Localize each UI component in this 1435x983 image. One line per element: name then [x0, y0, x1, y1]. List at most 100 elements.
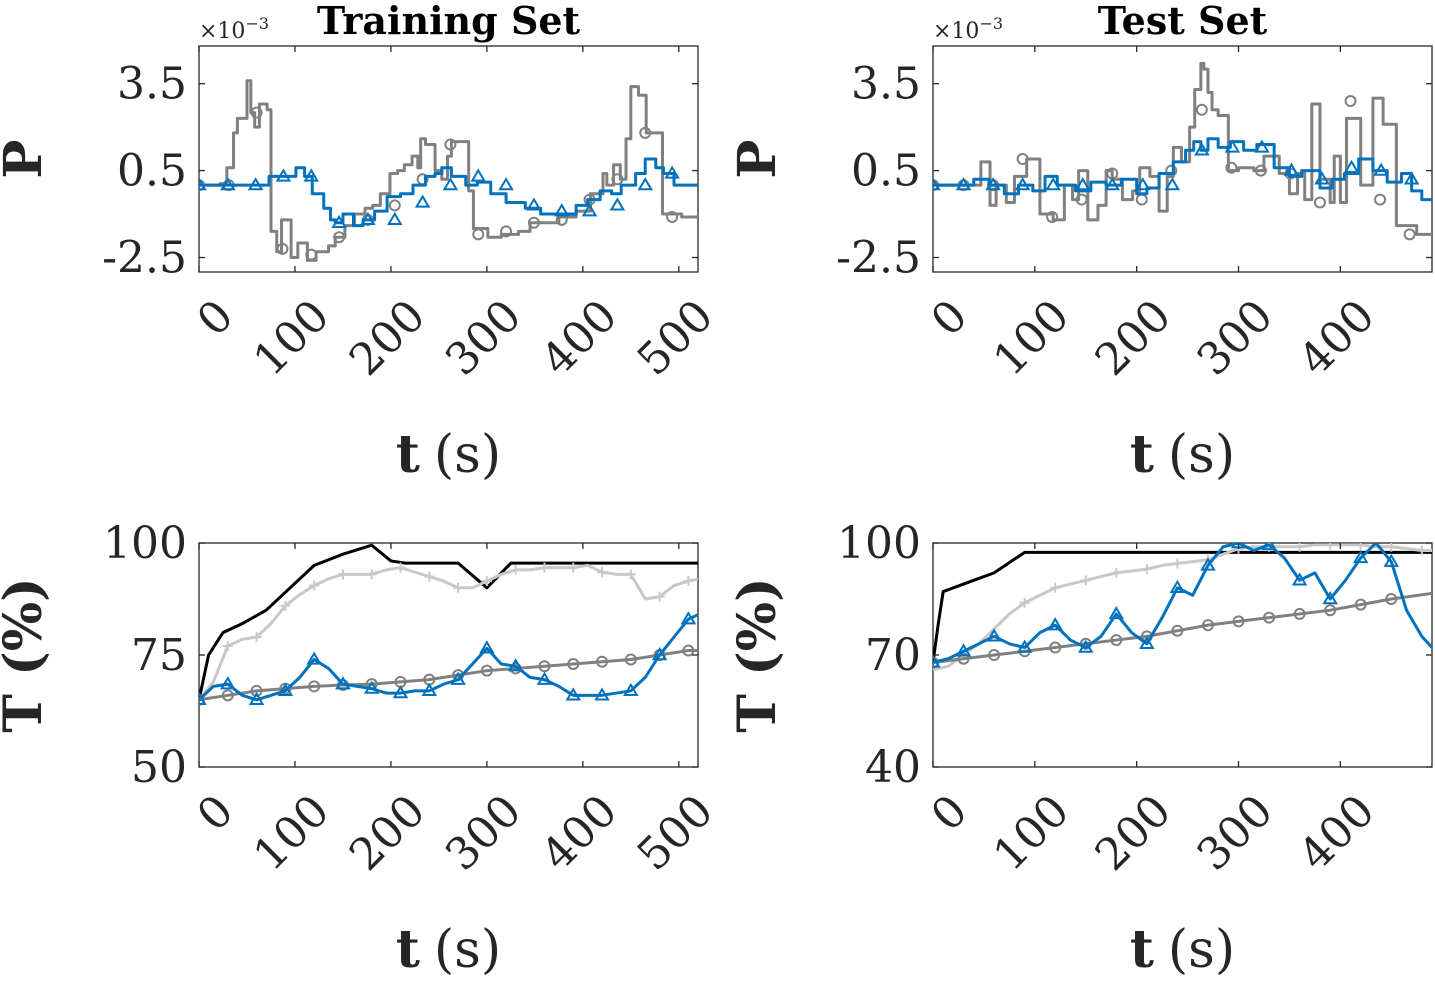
data-point-circle [1016, 153, 1029, 165]
data-point-triangle [306, 651, 322, 665]
data-point-triangle [1074, 177, 1091, 191]
data-point-circle [250, 106, 263, 119]
data-point-circle [611, 173, 624, 186]
x-tick-label: 200 [340, 785, 435, 880]
chart-p-test: 3.5 0.5 -2.50 100 200 300 400 t (s) P Test Set ×10−… [727, 0, 1433, 485]
data-point-circle [1254, 164, 1267, 177]
x-tick-label: 0 [188, 290, 244, 346]
data-point-circle [1344, 95, 1357, 108]
x-tick-label: 300 [436, 785, 531, 880]
series-line-lightgray [933, 543, 1432, 672]
x-axis-label: t (s) [1130, 919, 1235, 980]
y-tick-label: 0.5 [117, 146, 187, 197]
data-point-triangle [1383, 553, 1400, 567]
data-point-circle [388, 199, 401, 212]
y-tick-label: 75 [131, 630, 187, 681]
data-point-triangle [955, 177, 972, 191]
data-point-triangle [565, 687, 581, 701]
y-exponent-label: ×10−3 [933, 14, 1003, 44]
data-point-triangle [277, 682, 294, 697]
x-tick-label: 500 [628, 290, 723, 385]
y-axis-label: P [0, 139, 54, 178]
x-tick-label: 200 [340, 290, 435, 385]
data-point-plus [309, 580, 320, 591]
x-tick-label: 500 [628, 785, 723, 880]
data-point-triangle [1014, 177, 1031, 191]
data-point-circle [666, 210, 679, 223]
series-line-blue [933, 137, 1432, 202]
data-point-triangle [1291, 572, 1308, 586]
y-tick-label: -2.5 [836, 233, 921, 284]
data-point-circle [308, 680, 321, 693]
data-point-circle [639, 126, 652, 139]
series-group [199, 79, 698, 262]
data-point-circle [957, 652, 970, 665]
data-point-triangle [985, 177, 1001, 191]
data-point-triangle [1108, 605, 1125, 620]
data-point-circle [199, 693, 205, 706]
y-tick-label: 50 [131, 742, 187, 793]
y-axis-label: T (%) [727, 577, 788, 732]
data-point-triangle [392, 685, 409, 699]
y-exponent-base: ×10 [199, 19, 245, 44]
data-point-circle [682, 644, 695, 657]
data-point-triangle [1078, 639, 1094, 653]
series-line-gray [199, 79, 698, 262]
data-point-triangle [1135, 177, 1151, 191]
data-point-circle [624, 653, 637, 666]
x-axis-label-unit: (s) [1168, 425, 1235, 485]
data-point-plus [424, 571, 435, 582]
data-point-triangle [594, 687, 610, 701]
y-tick-label: 70 [865, 630, 921, 681]
data-point-plus [1050, 582, 1061, 593]
data-point-triangle [1343, 159, 1360, 173]
data-point-triangle [199, 691, 207, 705]
x-axis-label: t (s) [396, 424, 501, 485]
data-point-triangle [553, 203, 570, 217]
data-point-triangle [526, 197, 542, 211]
data-point-triangle [498, 177, 514, 191]
data-point-triangle [414, 194, 431, 208]
data-point-plus [453, 582, 464, 593]
data-point-circle [305, 248, 318, 261]
data-point-plus [625, 569, 636, 580]
data-point-circle [1225, 161, 1238, 174]
data-point-triangle [247, 177, 264, 191]
data-point-triangle [1224, 139, 1241, 153]
data-point-triangle [1314, 171, 1330, 185]
data-point-plus [1355, 543, 1366, 550]
data-point-circle [1293, 607, 1306, 620]
y-axis-label: P [727, 139, 788, 178]
data-point-triangle [1047, 617, 1063, 631]
x-tick-label: 300 [1187, 290, 1282, 385]
x-axis-label-symbol: t [1130, 424, 1154, 485]
x-axis-label-symbol: t [396, 424, 420, 485]
data-point-triangle [220, 676, 236, 690]
data-point-triangle [275, 168, 292, 182]
x-tick-label: 100 [244, 785, 339, 880]
data-point-triangle [1200, 557, 1216, 571]
x-tick-label: 0 [922, 290, 978, 346]
data-point-triangle [1322, 591, 1338, 605]
x-tick-label: 200 [1086, 290, 1181, 385]
data-point-circle [596, 655, 609, 668]
data-point-plus [251, 632, 262, 643]
data-point-triangle [199, 177, 207, 191]
data-point-circle [988, 649, 1001, 661]
series-group [933, 61, 1432, 241]
series-line-lightgray [199, 563, 698, 701]
data-point-triangle [623, 682, 639, 697]
data-point-circle [444, 138, 457, 151]
y-tick-label: 100 [837, 518, 921, 569]
data-point-circle [567, 657, 580, 670]
chart-title: Test Set [1098, 0, 1268, 43]
data-point-triangle [651, 647, 668, 661]
data-point-triangle [1352, 549, 1369, 564]
series-line-blue [933, 543, 1432, 664]
data-point-circle [1195, 103, 1208, 116]
data-point-plus [1080, 575, 1091, 586]
data-point-triangle [986, 628, 1002, 642]
x-axis-label-unit: (s) [434, 425, 501, 485]
data-point-plus [597, 567, 608, 578]
